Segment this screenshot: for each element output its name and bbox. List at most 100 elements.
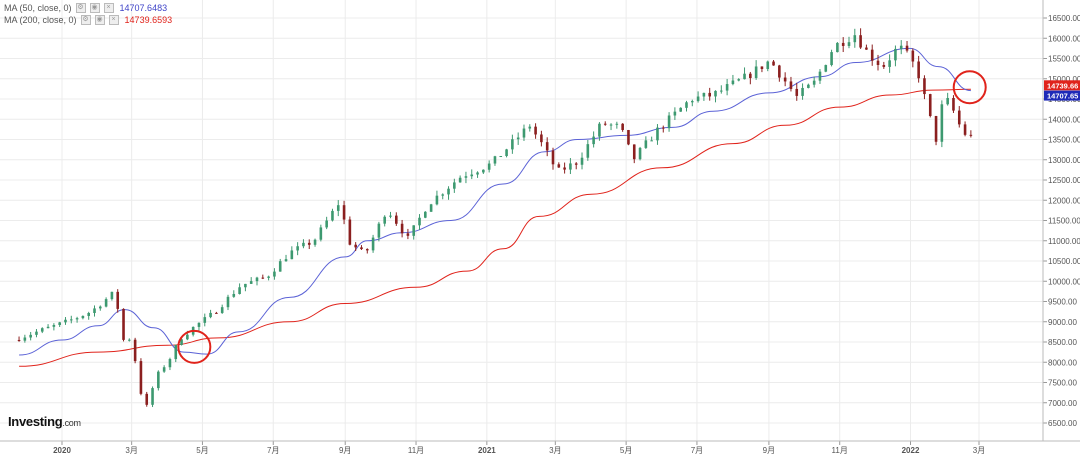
candle-body	[296, 246, 299, 251]
candle-body	[110, 291, 114, 300]
y-tick-label: 8500.00	[1048, 338, 1077, 347]
candle-body	[598, 123, 601, 137]
candle-body	[743, 73, 746, 80]
close-icon[interactable]: ×	[108, 15, 119, 25]
x-tick-label: 9月	[339, 446, 351, 455]
x-tick-label: 2020	[53, 446, 71, 455]
y-tick-label: 7000.00	[1048, 399, 1077, 408]
candle-body	[429, 204, 433, 212]
candle-body	[656, 127, 659, 141]
visibility-icon[interactable]: ◉	[89, 3, 100, 13]
settings-icon[interactable]: ⚙	[80, 15, 91, 25]
candle-body	[157, 371, 160, 389]
candle-body	[830, 52, 833, 66]
x-tick-label: 2022	[902, 446, 920, 455]
candle-body	[69, 319, 73, 321]
candle-body	[876, 60, 880, 65]
candle-body	[934, 116, 938, 142]
candle-body	[731, 80, 735, 85]
candle-body	[690, 101, 694, 103]
logo-brand: Investing	[8, 414, 63, 429]
legend-ma50-value: 14707.6483	[119, 3, 168, 13]
candle-body	[354, 244, 357, 248]
candle-body	[801, 87, 804, 96]
candle-body	[383, 216, 386, 224]
candle-body	[412, 225, 416, 236]
settings-icon[interactable]: ⚙	[75, 3, 86, 13]
close-icon[interactable]: ×	[103, 3, 114, 13]
candle-body	[238, 287, 241, 294]
candle-body	[278, 261, 282, 272]
x-tick-label: 5月	[196, 446, 208, 455]
candle-body	[186, 334, 189, 340]
candle-body	[807, 84, 810, 88]
visibility-icon[interactable]: ◉	[94, 15, 105, 25]
candle-body	[795, 88, 799, 96]
candle-body	[99, 306, 102, 309]
y-tick-label: 13500.00	[1048, 136, 1080, 145]
candle-body	[749, 73, 752, 79]
candle-body	[911, 50, 915, 62]
y-tick-label: 15000.00	[1048, 75, 1080, 84]
candle-body	[580, 157, 584, 165]
candle-body	[342, 205, 346, 220]
candle-body	[290, 250, 294, 260]
candle-body	[435, 195, 439, 205]
y-tick-label: 11000.00	[1048, 237, 1080, 246]
candle-body	[470, 174, 474, 177]
candle-body	[545, 142, 549, 151]
candle-body	[499, 156, 503, 158]
x-tick-label: 9月	[763, 446, 775, 455]
candle-body	[447, 188, 450, 195]
candle-body	[313, 239, 317, 245]
candle-body	[940, 104, 944, 142]
candle-body	[766, 61, 770, 69]
candle-body	[424, 211, 427, 218]
candle-body	[261, 277, 265, 279]
candle-body	[319, 227, 323, 240]
candle-body	[888, 60, 891, 67]
candle-body	[139, 361, 143, 394]
annotations	[177, 70, 987, 364]
candle-body	[104, 299, 108, 307]
candle-body	[899, 45, 903, 49]
x-tick-label: 11月	[832, 446, 848, 455]
candle-body	[708, 92, 712, 97]
y-tick-label: 9000.00	[1048, 318, 1077, 327]
candle-body	[377, 223, 381, 238]
candle-body	[853, 35, 857, 43]
legend-ma50-label: MA (50, close, 0)	[4, 3, 72, 13]
candle-body	[232, 293, 236, 297]
ma200-series	[19, 88, 971, 367]
candle-body	[592, 136, 595, 145]
candle-body	[29, 334, 32, 338]
y-tick-label: 12000.00	[1048, 196, 1080, 205]
candle-body	[720, 90, 723, 92]
y-tick-label: 8000.00	[1048, 358, 1077, 367]
candle-body	[969, 134, 973, 136]
candle-body	[673, 111, 677, 116]
candle-body	[365, 249, 369, 251]
candle-body	[464, 176, 468, 178]
candle-body	[632, 144, 636, 160]
candle-body	[574, 163, 578, 165]
candle-body	[609, 124, 613, 126]
candle-body	[946, 97, 949, 105]
candle-body	[249, 281, 253, 284]
candle-body	[644, 140, 648, 148]
candle-body	[215, 312, 218, 314]
logo-suffix: .com	[62, 418, 81, 428]
candle-body	[923, 78, 926, 95]
y-tick-label: 6500.00	[1048, 419, 1077, 428]
candle-body	[302, 242, 305, 247]
candle-body	[476, 172, 479, 175]
candle-body	[847, 42, 851, 46]
x-tick-label: 7月	[691, 446, 703, 455]
candle-body	[917, 61, 920, 79]
candle-body	[778, 65, 781, 78]
candle-body	[522, 128, 526, 138]
candle-body	[963, 124, 967, 135]
candle-body	[859, 35, 862, 48]
candle-body	[841, 42, 845, 46]
